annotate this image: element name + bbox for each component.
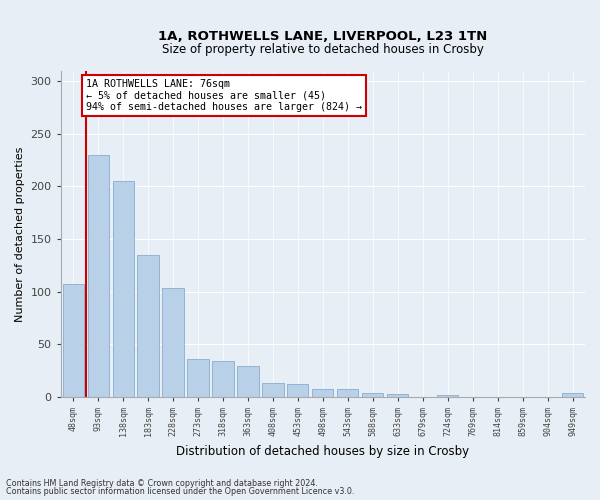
Bar (387, 394, 409, 397)
Bar (562, 393, 583, 397)
Bar (137, 255, 159, 397)
Bar (212, 362, 233, 397)
Bar (113, 181, 134, 397)
Bar (337, 388, 358, 397)
Bar (312, 388, 334, 397)
Text: 1A ROTHWELLS LANE: 76sqm
← 5% of detached houses are smaller (45)
94% of semi-de: 1A ROTHWELLS LANE: 76sqm ← 5% of detache… (86, 79, 362, 112)
Bar (437, 395, 458, 397)
Text: Size of property relative to detached houses in Crosby: Size of property relative to detached ho… (162, 43, 484, 56)
Bar (62, 284, 84, 397)
Bar (362, 393, 383, 397)
Title: 1A, ROTHWELLS LANE, LIVERPOOL, L23 1TN: 1A, ROTHWELLS LANE, LIVERPOOL, L23 1TN (158, 30, 487, 43)
X-axis label: Distribution of detached houses by size in Crosby: Distribution of detached houses by size … (176, 444, 469, 458)
Bar (163, 288, 184, 397)
Text: Contains HM Land Registry data © Crown copyright and database right 2024.: Contains HM Land Registry data © Crown c… (6, 478, 318, 488)
Bar (262, 384, 284, 397)
Bar (238, 366, 259, 397)
Y-axis label: Number of detached properties: Number of detached properties (15, 146, 25, 322)
Bar (187, 359, 209, 397)
Bar (287, 384, 308, 397)
Bar (88, 155, 109, 397)
Text: Contains public sector information licensed under the Open Government Licence v3: Contains public sector information licen… (6, 487, 355, 496)
